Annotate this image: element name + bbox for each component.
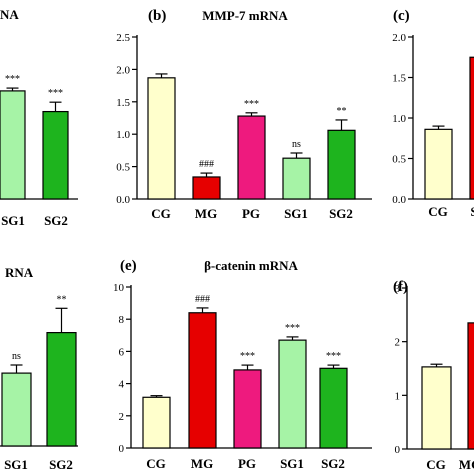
y-tick-label: 0.0 [116, 194, 130, 206]
bar [469, 56, 474, 200]
significance-label: *** [326, 351, 341, 362]
x-tick-label: CG [146, 456, 166, 471]
y-tick-label: 2.0 [392, 32, 406, 44]
bar [421, 366, 452, 450]
bar [147, 77, 176, 200]
x-tick-label: SG1 [1, 213, 25, 228]
y-tick-label: 0.0 [392, 194, 406, 206]
bar [46, 332, 77, 447]
bar [188, 312, 217, 449]
significance-label: ns [292, 139, 301, 150]
x-tick-label: SG1 [284, 206, 308, 221]
bar [142, 396, 171, 449]
significance-label: *** [244, 99, 259, 110]
x-tick-label: PG [242, 206, 260, 221]
chart-title: NA [0, 7, 19, 22]
significance-label: ** [337, 106, 347, 117]
bar [237, 115, 266, 200]
bar [278, 339, 307, 449]
y-tick-label: 6 [119, 346, 125, 358]
x-tick-label: MG [459, 457, 474, 472]
x-tick-label: MG [191, 456, 213, 471]
x-tick-label: SG2 [321, 456, 345, 471]
x-tick-label: SG1 [280, 456, 304, 471]
y-tick-label: 2 [119, 411, 125, 423]
bar [1, 372, 32, 447]
y-tick-label: 4 [119, 379, 125, 391]
bar [233, 369, 262, 449]
bar [327, 129, 356, 200]
panel-label: (f) [393, 279, 408, 295]
y-tick-label: 2.5 [116, 32, 130, 44]
panel-label: (b) [148, 8, 166, 24]
chart-title: RNA [5, 265, 34, 280]
y-tick-label: 0 [395, 444, 401, 456]
bar [424, 128, 453, 200]
panel-b: (b) MMP-7 mRNA 0.0 0.5 1.0 1.5 2.0 2.5 CG ### MG **… [116, 8, 372, 221]
y-tick-label: 1.0 [116, 129, 130, 141]
x-tick-label: CG [428, 204, 448, 219]
bar [282, 157, 311, 200]
bar [42, 110, 69, 200]
significance-label: ### [195, 294, 210, 305]
y-tick-label: 8 [119, 314, 125, 326]
bar [319, 367, 348, 449]
y-tick-label: 0.5 [116, 162, 130, 174]
panel-e: (e) β-catenin mRNA 0 2 4 6 8 10 CG ### MG *** PG *** S… [113, 258, 372, 471]
y-tick-label: 1.0 [392, 113, 406, 125]
x-tick-label: SG2 [49, 457, 73, 472]
x-tick-label: SG2 [329, 206, 353, 221]
y-tick-label: 1 [395, 390, 401, 402]
bar [192, 176, 221, 200]
x-tick-label: SG2 [44, 213, 68, 228]
significance-label: *** [240, 351, 255, 362]
bar [467, 322, 474, 450]
significance-label: ns [12, 351, 21, 362]
y-tick-label: 1.5 [392, 73, 406, 85]
panel-c: (c) 0.0 0.5 1.0 1.5 2.0 CG S [392, 8, 474, 219]
significance-label: *** [48, 88, 63, 99]
y-tick-label: 2 [395, 337, 401, 349]
x-tick-label: PG [238, 456, 256, 471]
chart-title: β-catenin mRNA [204, 258, 298, 273]
x-tick-label: SG1 [4, 457, 28, 472]
y-tick-label: 2.0 [116, 64, 130, 76]
significance-label: ** [57, 294, 67, 305]
chart-title: MMP-7 mRNA [202, 8, 288, 23]
bar [0, 90, 26, 200]
significance-label: *** [5, 74, 20, 85]
significance-label: ### [199, 159, 214, 170]
x-tick-label: MG [195, 206, 217, 221]
x-tick-label: CG [151, 206, 171, 221]
x-tick-label: S [470, 204, 474, 219]
y-tick-label: 1.5 [116, 97, 130, 109]
panel-label: (c) [393, 8, 410, 24]
panel-label: (e) [120, 258, 137, 274]
significance-label: *** [285, 323, 300, 334]
panel-a: NA *** SG1 *** SG2 [0, 7, 78, 228]
panel-d: RNA ns SG1 ** SG2 [0, 265, 78, 472]
x-tick-label: CG [426, 457, 446, 472]
y-tick-label: 3 [395, 283, 401, 295]
y-tick-label: 0 [119, 443, 125, 455]
y-tick-label: 10 [113, 282, 125, 294]
y-tick-label: 0.5 [392, 154, 406, 166]
